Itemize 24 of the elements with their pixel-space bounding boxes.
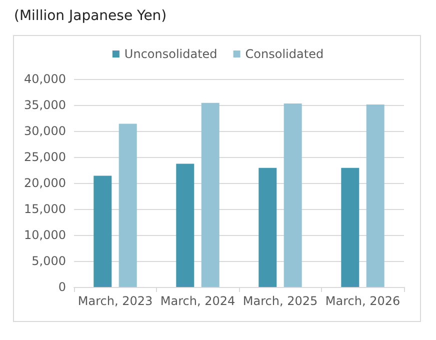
bar xyxy=(284,103,302,287)
bar xyxy=(94,176,112,287)
bar xyxy=(176,164,194,287)
y-tick-label: 30,000 xyxy=(24,124,66,138)
x-tick-label: March, 2025 xyxy=(242,294,318,308)
bar xyxy=(258,168,277,287)
bar xyxy=(341,168,360,287)
y-tick-label: 35,000 xyxy=(24,98,66,112)
legend-label: Consolidated xyxy=(245,47,324,61)
x-tick-label: March, 2026 xyxy=(325,294,400,308)
bar xyxy=(201,102,220,287)
y-tick-label: 20,000 xyxy=(24,176,66,190)
y-tick-label: 5,000 xyxy=(32,254,66,268)
y-tick-label: 25,000 xyxy=(24,150,66,164)
y-tick-label: 40,000 xyxy=(24,72,66,86)
y-tick-label: 10,000 xyxy=(24,228,66,242)
x-tick-label: March, 2023 xyxy=(78,294,153,308)
legend-label: Unconsolidated xyxy=(124,47,218,61)
y-tick-label: 0 xyxy=(58,280,66,294)
chart-title: (Million Japanese Yen) xyxy=(14,8,167,24)
x-tick-label: March, 2024 xyxy=(160,294,236,308)
bar xyxy=(118,124,137,287)
y-tick-label: 15,000 xyxy=(24,202,66,216)
bar xyxy=(366,104,384,287)
